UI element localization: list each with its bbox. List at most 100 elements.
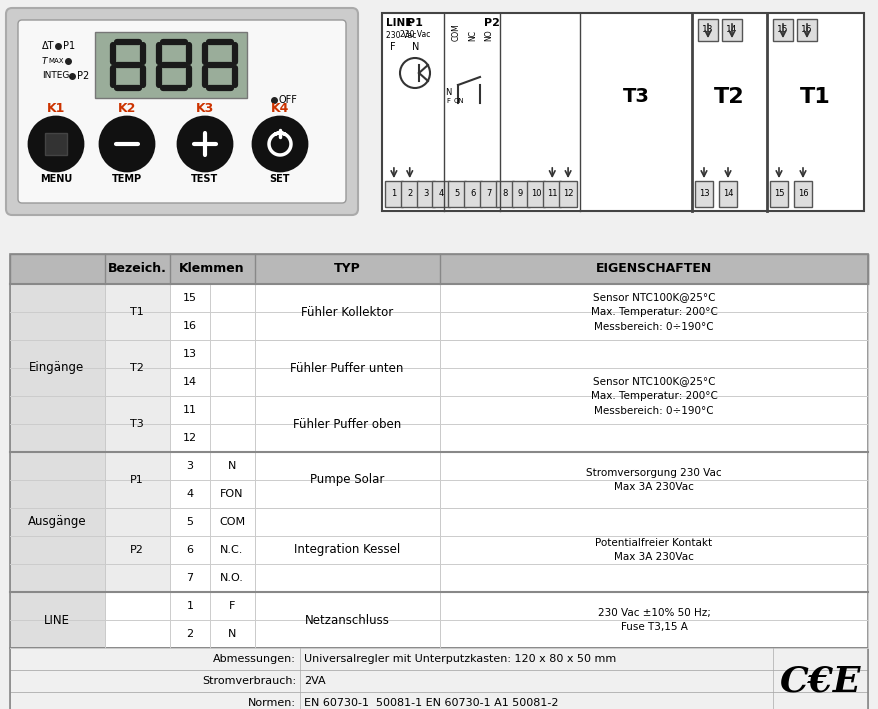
Text: F: F — [228, 601, 235, 611]
Bar — [104, 396, 169, 452]
Text: Universalregler mit Unterputzkasten: 120 x 80 x 50 mm: Universalregler mit Unterputzkasten: 120… — [304, 654, 615, 664]
Text: P1: P1 — [407, 18, 422, 28]
Text: P2: P2 — [130, 545, 144, 555]
Text: Ausgänge: Ausgänge — [27, 515, 86, 528]
Text: Eingänge: Eingänge — [29, 362, 84, 374]
Bar — [255, 284, 440, 340]
Text: 7: 7 — [186, 573, 193, 583]
Text: EIGENSCHAFTEN: EIGENSCHAFTEN — [595, 262, 711, 276]
Text: NC: NC — [467, 30, 477, 41]
Text: 3: 3 — [186, 461, 193, 471]
Text: K3: K3 — [196, 103, 214, 116]
Bar — [255, 452, 440, 508]
Bar — [10, 254, 867, 284]
Bar — [772, 19, 792, 41]
Text: P1: P1 — [130, 475, 144, 485]
Text: 13: 13 — [698, 189, 709, 199]
Bar — [104, 452, 169, 508]
Text: FON: FON — [220, 489, 243, 499]
Text: 16: 16 — [801, 26, 812, 35]
Text: 15: 15 — [183, 293, 197, 303]
Text: P2: P2 — [484, 18, 500, 28]
Text: T1: T1 — [130, 307, 144, 317]
Bar — [769, 181, 787, 207]
Text: F: F — [390, 42, 395, 52]
Text: 13: 13 — [702, 26, 713, 35]
Bar — [10, 564, 867, 592]
Bar — [104, 284, 169, 340]
Text: Netzanschluss: Netzanschluss — [304, 613, 389, 627]
Text: TYP: TYP — [334, 262, 360, 276]
Text: T2: T2 — [713, 87, 744, 107]
Bar — [10, 452, 867, 480]
Text: N: N — [227, 461, 236, 471]
Text: SET: SET — [270, 174, 290, 184]
Bar — [10, 284, 104, 452]
Text: Bezeich.: Bezeich. — [107, 262, 166, 276]
Bar — [10, 592, 867, 620]
Bar — [10, 648, 867, 709]
FancyBboxPatch shape — [18, 20, 346, 203]
Text: N.C.: N.C. — [220, 545, 243, 555]
Text: 1: 1 — [391, 189, 396, 199]
Bar — [385, 181, 402, 207]
Text: 2VA: 2VA — [304, 676, 325, 686]
Bar — [511, 181, 529, 207]
Text: 12: 12 — [562, 189, 572, 199]
Bar — [793, 181, 811, 207]
Bar — [440, 592, 867, 648]
Bar — [382, 13, 863, 211]
Text: 10: 10 — [530, 189, 541, 199]
Text: TEMP: TEMP — [112, 174, 142, 184]
Text: 6: 6 — [470, 189, 475, 199]
Bar — [558, 181, 577, 207]
Bar — [432, 181, 450, 207]
Bar — [255, 592, 440, 648]
FancyBboxPatch shape — [6, 8, 357, 215]
Bar — [10, 312, 867, 340]
Bar — [255, 340, 440, 396]
Bar — [255, 396, 440, 452]
Bar — [104, 340, 169, 396]
Text: INTEG.: INTEG. — [42, 72, 72, 81]
Text: K1: K1 — [47, 103, 65, 116]
Bar — [10, 592, 104, 648]
Bar — [10, 284, 867, 312]
Text: T: T — [42, 57, 47, 65]
Text: 13: 13 — [183, 349, 197, 359]
Text: 3: 3 — [422, 189, 428, 199]
Text: LINE: LINE — [44, 613, 70, 627]
Text: Pumpe Solar: Pumpe Solar — [309, 474, 384, 486]
Text: T1: T1 — [799, 87, 830, 107]
Text: 11: 11 — [183, 405, 197, 415]
Bar — [10, 340, 867, 368]
Text: 8: 8 — [501, 189, 507, 199]
Text: 16: 16 — [183, 321, 197, 331]
Text: ON: ON — [453, 98, 464, 104]
Bar — [10, 480, 867, 508]
Bar — [543, 181, 561, 207]
Bar — [10, 692, 867, 709]
Text: 15: 15 — [773, 189, 783, 199]
Bar — [440, 284, 867, 340]
Text: 14: 14 — [183, 377, 197, 387]
Text: 12: 12 — [183, 433, 197, 443]
Text: 15: 15 — [776, 26, 788, 35]
Bar — [10, 452, 104, 592]
Text: Abmessungen:: Abmessungen: — [212, 654, 296, 664]
Text: 2: 2 — [186, 629, 193, 639]
Circle shape — [253, 117, 306, 171]
Bar — [440, 340, 867, 452]
Bar — [104, 508, 169, 592]
Bar — [10, 620, 867, 648]
Bar — [10, 254, 867, 648]
Text: MENU: MENU — [40, 174, 72, 184]
Text: 7: 7 — [486, 189, 491, 199]
Text: COM: COM — [451, 23, 460, 41]
Text: Stromverbrauch:: Stromverbrauch: — [202, 676, 296, 686]
Text: 14: 14 — [725, 26, 737, 35]
Text: Potentialfreier Kontakt
Max 3A 230Vac: Potentialfreier Kontakt Max 3A 230Vac — [594, 537, 712, 562]
Text: TEST: TEST — [191, 174, 219, 184]
Text: N.O.: N.O. — [220, 573, 244, 583]
Text: T2: T2 — [130, 363, 144, 373]
